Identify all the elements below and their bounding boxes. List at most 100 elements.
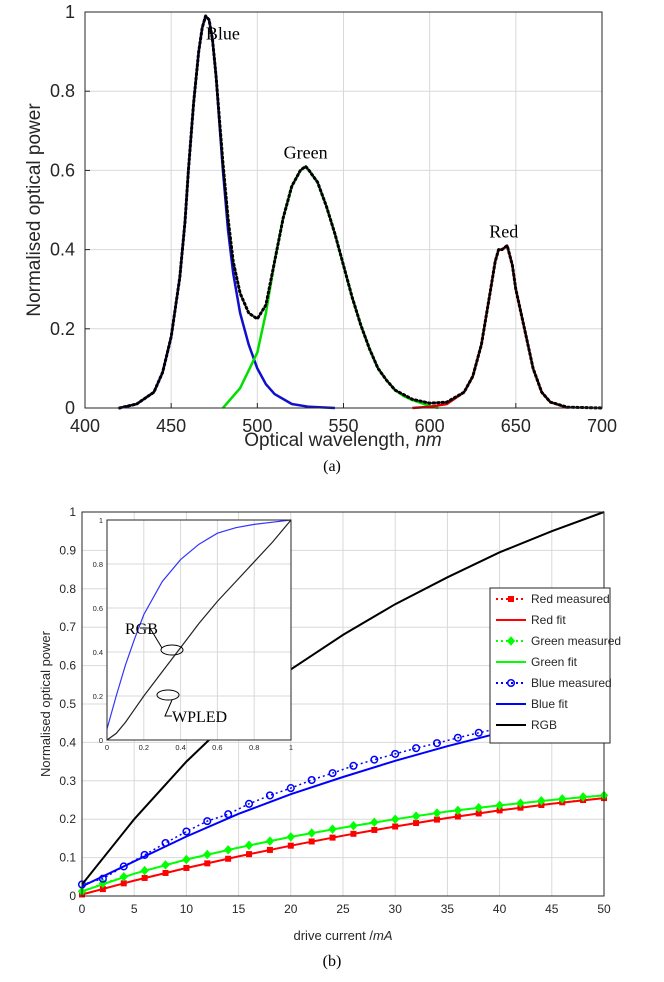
inset-axes-box bbox=[106, 519, 292, 741]
spectrum-annotation-blue: Blue bbox=[206, 24, 240, 44]
inset-x-tick-label: 0.8 bbox=[249, 743, 259, 752]
drive-current-caption: (b) bbox=[323, 953, 342, 970]
blue-measured-point bbox=[432, 739, 442, 748]
inset-y-tick-label: 0.2 bbox=[93, 692, 103, 701]
inset-chart: 0 0.2 0.4 0.6 0.8 1 0 0.2 0.4 0.6 0.8 1 RGB WPLED bbox=[93, 516, 294, 752]
rgb-series bbox=[81, 511, 605, 886]
blue-measured-point bbox=[412, 744, 421, 753]
red-fit-line bbox=[81, 797, 605, 896]
drive-current-y-tick-label: 0.6 bbox=[59, 659, 76, 673]
inset-rgb-line bbox=[106, 519, 292, 730]
legend-label-green-measured: Green measured bbox=[531, 634, 621, 648]
spectrum-annotation-red: Red bbox=[489, 222, 518, 242]
drive-current-x-tick-label: 30 bbox=[389, 902, 403, 916]
blue-measured-point bbox=[182, 827, 191, 836]
drive-current-y-axis-label: Normalised optical power bbox=[38, 630, 53, 777]
blue-measured-point bbox=[391, 749, 400, 758]
inset-wpled-label: WPLED bbox=[172, 709, 227, 726]
drive-current-y-tick-label: 0.3 bbox=[59, 774, 76, 788]
inset-series-group bbox=[106, 519, 292, 741]
blue-measured-point bbox=[119, 862, 128, 871]
spectrum-annotation-green: Green bbox=[284, 143, 328, 163]
spectrum-x-tick-label: 550 bbox=[328, 416, 358, 436]
inset-wpled-callout-ellipse bbox=[156, 689, 180, 701]
drive-current-x-axis-label: drive current /mA bbox=[294, 928, 393, 943]
spectrum-x-axis-label: Optical wavelength, nm bbox=[244, 430, 442, 451]
drive-current-x-tick-label: 35 bbox=[441, 902, 455, 916]
blue-measured-point bbox=[474, 728, 483, 737]
legend-label-rgb: RGB bbox=[531, 718, 557, 732]
combined-spectrum-dotted-line bbox=[118, 14, 604, 410]
inset-wpled-line bbox=[106, 519, 292, 741]
inset-y-tick-label: 0.6 bbox=[93, 604, 103, 613]
drive-current-y-tick-label: 0.4 bbox=[59, 735, 76, 749]
spectrum-y-tick-label: 0.4 bbox=[50, 240, 75, 260]
inset-wpled-callout-leader bbox=[164, 699, 173, 717]
spectrum-chart: 400 450 500 550 600 650 700 0 0.2 0.4 0.6 0.8 1 Blue… bbox=[24, 2, 617, 475]
drive-current-legend: Red measured Red fit Green measured Green f… bbox=[489, 587, 621, 744]
red-fit-series bbox=[81, 797, 605, 896]
drive-current-x-tick-label: 10 bbox=[180, 902, 194, 916]
drive-current-x-tick-label: 50 bbox=[597, 902, 611, 916]
drive-current-x-tick-label: 5 bbox=[131, 902, 138, 916]
inset-rgb-callout-ellipse bbox=[160, 644, 184, 656]
blue-measured-point bbox=[370, 755, 379, 764]
inset-x-tick-label: 0.4 bbox=[175, 743, 185, 752]
spectrum-y-tick-label: 1 bbox=[65, 2, 75, 22]
spectrum-annotations: Blue Green Red bbox=[206, 24, 518, 242]
spectrum-y-tick-label: 0.6 bbox=[50, 160, 75, 180]
drive-current-x-tick-label: 25 bbox=[336, 902, 350, 916]
drive-current-x-tick-label: 20 bbox=[284, 902, 298, 916]
spectrum-axes-box bbox=[84, 11, 603, 409]
drive-current-y-tick-label: 0.1 bbox=[59, 851, 76, 865]
inset-y-tick-label: 0.8 bbox=[93, 560, 103, 569]
legend-label-red-fit: Red fit bbox=[531, 613, 566, 627]
spectrum-x-tick-label: 450 bbox=[156, 416, 186, 436]
drive-current-y-tick-label: 0.2 bbox=[59, 812, 76, 826]
spectrum-x-tick-label: 600 bbox=[415, 416, 445, 436]
drive-current-y-tick-label: 0.8 bbox=[59, 582, 76, 596]
green-fit-series bbox=[81, 794, 605, 893]
inset-rgb-callout-leader bbox=[140, 627, 163, 649]
blue-measured-point bbox=[203, 817, 212, 826]
blue-measured-point bbox=[328, 769, 337, 778]
spectrum-x-tick-label: 500 bbox=[242, 416, 272, 436]
drive-current-y-tick-label: 0.7 bbox=[59, 620, 76, 634]
spectrum-y-tick-label: 0.8 bbox=[50, 81, 75, 101]
legend-label-blue-fit: Blue fit bbox=[531, 697, 568, 711]
blue-measured-point bbox=[307, 775, 316, 785]
spectrum-series-group bbox=[118, 14, 604, 410]
legend-marker-blue-measured bbox=[506, 678, 516, 688]
drive-current-y-tick-label: 1 bbox=[69, 505, 76, 519]
blue-measured-point bbox=[244, 799, 254, 808]
drive-current-y-tick-label: 0.9 bbox=[59, 543, 76, 557]
inset-x-tick-label: 1 bbox=[289, 743, 293, 752]
legend-marker-red-measured bbox=[508, 596, 514, 602]
blue-measured-point bbox=[265, 791, 274, 800]
inset-x-tick-label: 0.2 bbox=[139, 743, 149, 752]
spectrum-y-tick-label: 0 bbox=[65, 398, 75, 418]
inset-tick-labels: 0 0.2 0.4 0.6 0.8 1 0 0.2 0.4 0.6 0.8 1 bbox=[93, 516, 294, 752]
inset-x-tick-label: 0.6 bbox=[212, 743, 222, 752]
legend-label-green-fit: Green fit bbox=[531, 655, 578, 669]
drive-current-y-tick-label: 0.5 bbox=[59, 697, 76, 711]
drive-current-x-tick-label: 0 bbox=[79, 902, 86, 916]
drive-current-tick-labels: 0 5 10 15 20 25 30 35 40 45 5000.10.20.30.40.50.60… bbox=[59, 505, 611, 916]
drive-current-x-tick-label: 40 bbox=[493, 902, 507, 916]
spectrum-x-tick-label: 650 bbox=[501, 416, 531, 436]
rgb-line bbox=[81, 511, 605, 886]
blue-measured-point bbox=[453, 733, 462, 742]
inset-y-tick-label: 0.4 bbox=[93, 648, 103, 657]
blue-measured-point bbox=[286, 784, 295, 793]
blue-measured-point bbox=[349, 761, 358, 770]
legend-box bbox=[489, 587, 611, 744]
spectrum-y-axis-label: Normalised optical power bbox=[24, 103, 45, 317]
inset-y-tick-label: 0 bbox=[99, 736, 103, 745]
spectrum-tick-labels: 400 450 500 550 600 650 700 0 0.2 0.4 0.6 0.8 1 bbox=[50, 2, 617, 436]
inset-rgb-label: RGB bbox=[125, 621, 158, 638]
legend-label-blue-measured: Blue measured bbox=[531, 676, 612, 690]
spectrum-y-tick-label: 0.2 bbox=[50, 319, 75, 339]
green-fit-line bbox=[81, 794, 605, 893]
spectrum-caption: (a) bbox=[323, 458, 341, 475]
